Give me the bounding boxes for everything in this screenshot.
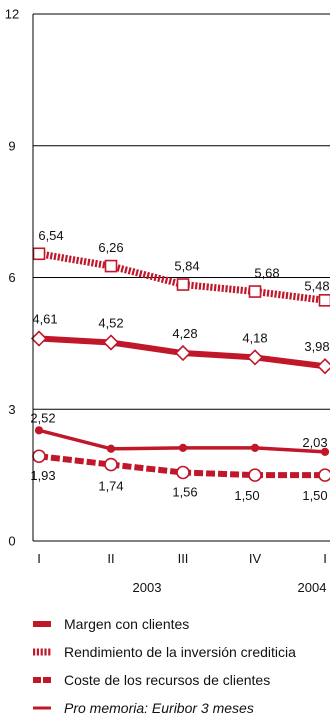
legend-layer: Margen con clientes Rendimiento de la inv… (33, 616, 296, 716)
data-label-thin-0: 2,52 (30, 410, 55, 425)
data-label-hatched-2: 5,84 (174, 259, 199, 274)
marker-hatched-3 (248, 285, 262, 298)
year-label-2003: 2003 (133, 580, 162, 595)
data-label-dashed-4: 1,50 (302, 488, 327, 503)
data-label-solid-4: 3,98 (304, 339, 329, 354)
marker-hatched-2 (176, 278, 190, 291)
marker-thin-0 (34, 426, 44, 435)
y-tick-label-6: 6 (8, 270, 15, 285)
legend-label-solid: Margen con clientes (64, 616, 189, 632)
data-label-hatched-3: 5,68 (254, 266, 279, 281)
marker-dashed-4 (318, 468, 330, 482)
data-label-solid-0: 4,61 (32, 312, 57, 327)
year-label-2004: 2004 (298, 580, 327, 595)
marker-dashed-3 (248, 468, 262, 482)
y-tick-label-3: 3 (8, 402, 15, 417)
marker-thin-4 (320, 447, 330, 456)
legend-label-hatched: Rendimiento de la inversión crediticia (64, 644, 296, 660)
marker-hatched-1 (104, 259, 118, 273)
data-label-hatched-0: 6,54 (38, 228, 63, 243)
marker-thin-2 (178, 443, 188, 452)
x-tick-label-2: III (178, 551, 189, 566)
data-label-thin-4: 2,03 (302, 435, 327, 450)
legend-label-thin: Pro memoria: Euribor 3 meses (64, 700, 254, 716)
marker-solid-3 (246, 349, 264, 366)
marker-dashed-2 (176, 465, 190, 480)
y-tick-label-0: 0 (8, 534, 15, 549)
x-tick-label-1: II (107, 551, 114, 566)
x-tick-label-4: I (323, 551, 327, 566)
data-label-hatched-4: 5,48 (304, 278, 329, 293)
marker-thin-1 (106, 444, 116, 453)
data-label-solid-3: 4,18 (242, 330, 267, 345)
marker-hatched-0 (32, 247, 46, 261)
marker-solid-0 (30, 330, 48, 347)
data-label-dashed-2: 1,56 (172, 484, 197, 499)
legend-label-dashed: Coste de los recursos de clientes (64, 672, 270, 688)
marker-solid-2 (174, 344, 192, 362)
data-label-solid-2: 4,28 (172, 326, 197, 341)
data-label-dashed-3: 1,50 (234, 488, 259, 503)
data-label-solid-1: 4,52 (98, 315, 123, 330)
marker-layer (30, 247, 330, 482)
marker-dashed-0 (32, 449, 46, 464)
marker-solid-4 (316, 358, 330, 375)
y-tick-label-9: 9 (8, 138, 15, 153)
legend-swatch-solid (33, 621, 51, 627)
marker-thin-3 (250, 443, 260, 452)
y-tick-label-12: 12 (5, 7, 19, 22)
data-label-dashed-1: 1,74 (98, 479, 123, 494)
marker-dashed-1 (104, 457, 118, 472)
label-layer: 2,52 2,03 1,93 1,74 1,56 1,50 1,50 4,61 4,52 4,28… (30, 228, 329, 503)
data-label-hatched-1: 6,26 (98, 240, 123, 255)
data-label-dashed-0: 1,93 (30, 468, 55, 483)
series-line-hatched (38, 250, 326, 304)
x-tick-label-3: IV (249, 551, 262, 566)
marker-hatched-4 (318, 294, 330, 307)
grid-layer (33, 13, 330, 410)
marker-solid-1 (102, 334, 120, 351)
x-tick-label-0: I (37, 551, 41, 566)
